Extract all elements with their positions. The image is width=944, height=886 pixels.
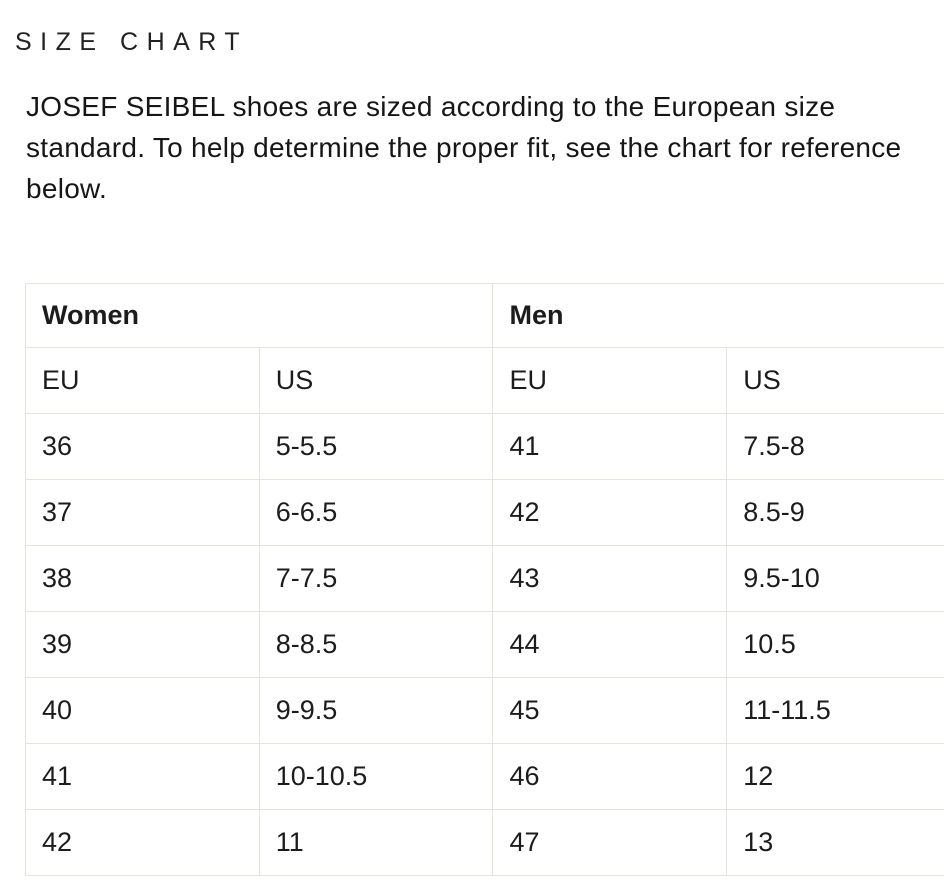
size-cell: 11 [258,809,494,876]
size-cell: 9.5-10 [726,545,944,612]
size-cell: 44 [492,611,728,678]
table-row: 37 6-6.5 42 8.5-9 [25,479,944,546]
size-cell: 47 [492,809,728,876]
size-cell: 5-5.5 [258,413,494,480]
group-header-men: Men [492,283,944,348]
size-cell: 38 [25,545,260,612]
intro-text: JOSEF SEIBEL shoes are sized according t… [26,91,902,204]
size-cell: 9-9.5 [258,677,494,744]
group-header-women: Women [24,283,494,348]
size-cell: 11-11.5 [726,677,944,744]
size-cell: 42 [492,479,728,546]
table-row: 39 8-8.5 44 10.5 [25,611,944,678]
size-cell: 41 [492,413,728,480]
size-cell: 40 [25,677,260,744]
size-cell: 43 [492,545,728,612]
size-chart-rows: 36 5-5.5 41 7.5-8 37 6-6.5 42 8.5-9 38 7-7.5 43 9.5… [25,413,944,876]
column-header-men-us: US [726,347,944,414]
column-header-row: EU US EU US [25,347,944,414]
table-row: 41 10-10.5 46 12 [25,743,944,810]
size-chart-table: Women Men EU US EU US 36 5-5.5 41 7.5-8 37 6-… [24,283,944,876]
table-row: 40 9-9.5 45 11-11.5 [25,677,944,744]
table-row: 36 5-5.5 41 7.5-8 [25,413,944,480]
size-cell: 13 [726,809,944,876]
size-cell: 6-6.5 [258,479,494,546]
size-cell: 36 [25,413,260,480]
size-cell: 7.5-8 [726,413,944,480]
size-cell: 10.5 [726,611,944,678]
column-header-women-eu: EU [25,347,260,414]
size-chart-page: SIZE CHART JOSEF SEIBEL shoes are sized … [0,30,944,886]
size-cell: 7-7.5 [258,545,494,612]
size-cell: 46 [492,743,728,810]
table-row: 38 7-7.5 43 9.5-10 [25,545,944,612]
size-cell: 39 [25,611,260,678]
column-header-men-eu: EU [492,347,728,414]
column-header-women-us: US [258,347,494,414]
group-header-row: Women Men [24,283,944,348]
size-cell: 8-8.5 [258,611,494,678]
size-cell: 42 [25,809,260,876]
size-cell: 12 [726,743,944,810]
size-cell: 37 [25,479,260,546]
size-cell: 10-10.5 [258,743,494,810]
table-row: 42 11 47 13 [25,809,944,876]
size-cell: 8.5-9 [726,479,944,546]
size-cell: 41 [25,743,260,810]
size-cell: 45 [492,677,728,744]
page-title: SIZE CHART [15,28,249,56]
